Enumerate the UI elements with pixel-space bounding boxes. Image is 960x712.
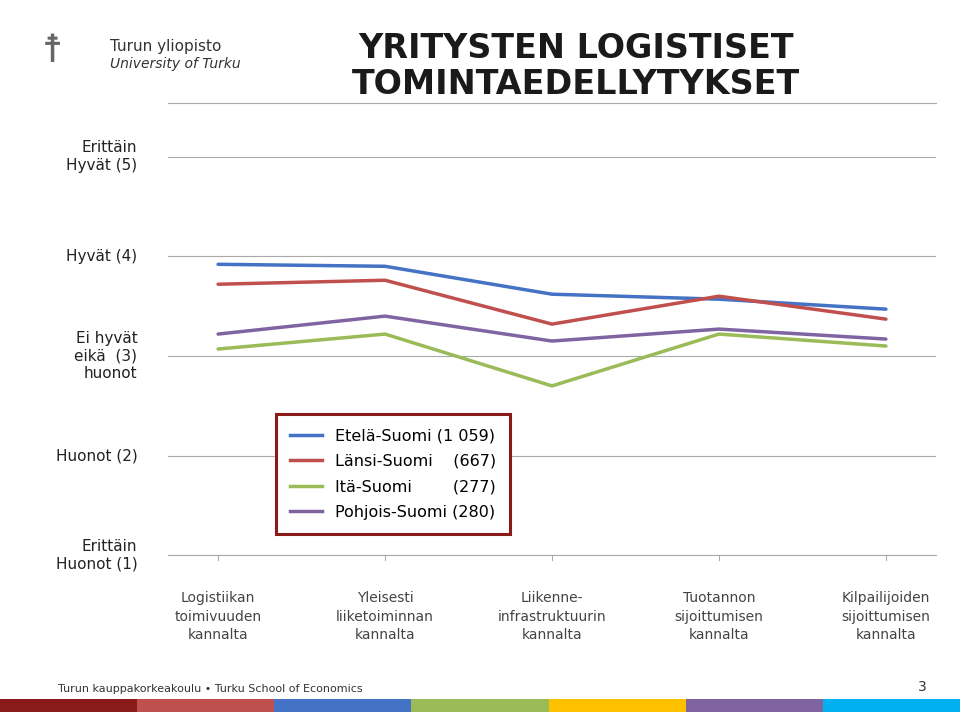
- Text: Kilpailijoiden
sijoittumisen
kannalta: Kilpailijoiden sijoittumisen kannalta: [842, 591, 930, 642]
- Text: Liikenne-
infrastruktuurin
kannalta: Liikenne- infrastruktuurin kannalta: [497, 591, 607, 642]
- Text: Ei hyvät
eikä  (3)
huonot: Ei hyvät eikä (3) huonot: [74, 331, 137, 381]
- Text: ☨: ☨: [42, 32, 63, 70]
- Text: Huonot (2): Huonot (2): [56, 448, 137, 464]
- Text: Erittäin
Huonot (1): Erittäin Huonot (1): [56, 539, 137, 572]
- Text: Turun kauppakorkeakoulu • Turku School of Economics: Turun kauppakorkeakoulu • Turku School o…: [58, 684, 362, 694]
- Text: Erittäin
Hyvät (5): Erittäin Hyvät (5): [66, 140, 137, 173]
- Text: University of Turku: University of Turku: [110, 57, 241, 71]
- Text: Yleisesti
liiketoiminnan
kannalta: Yleisesti liiketoiminnan kannalta: [336, 591, 434, 642]
- Text: Turun yliopisto: Turun yliopisto: [110, 39, 222, 54]
- Text: YRITYSTEN LOGISTISET: YRITYSTEN LOGISTISET: [358, 32, 794, 65]
- Text: TOMINTAEDELLYTYKSET: TOMINTAEDELLYTYKSET: [352, 68, 800, 100]
- Text: Hyvät (4): Hyvät (4): [66, 248, 137, 264]
- Text: 3: 3: [918, 680, 926, 694]
- Text: Logistiikan
toimivuuden
kannalta: Logistiikan toimivuuden kannalta: [175, 591, 262, 642]
- Text: Tuotannon
sijoittumisen
kannalta: Tuotannon sijoittumisen kannalta: [675, 591, 763, 642]
- Legend: Etelä-Suomi (1 059), Länsi-Suomi    (667), Itä-Suomi        (277), Pohjois-Suomi: Etelä-Suomi (1 059), Länsi-Suomi (667), …: [276, 414, 511, 534]
